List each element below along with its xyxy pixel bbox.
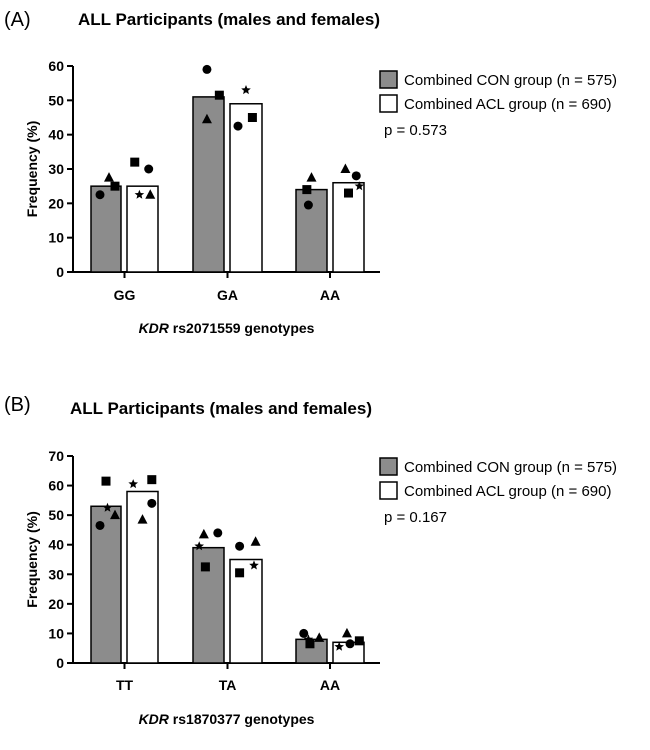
y-tick-label: 10 xyxy=(48,625,64,641)
data-point-circle xyxy=(235,541,245,551)
y-tick-label: 60 xyxy=(48,478,64,494)
data-point-triangle xyxy=(104,172,114,182)
legend-label-con: Combined CON group (n = 575) xyxy=(404,459,617,476)
data-point-star xyxy=(354,181,365,191)
chart-title-b: ALL Participants (males and females) xyxy=(70,399,372,418)
data-point-square xyxy=(302,185,312,195)
chart-title-a: ALL Participants (males and females) xyxy=(78,10,380,29)
data-point-square xyxy=(101,476,111,486)
data-point-triangle xyxy=(137,514,148,524)
y-tick-label: 0 xyxy=(56,264,64,280)
x-axis-label-snp: rs2071559 genotypes xyxy=(169,320,315,336)
y-tick-label: 40 xyxy=(48,537,64,553)
data-point-triangle xyxy=(341,627,352,638)
y-tick-label: 50 xyxy=(48,507,64,523)
p-value-annotation-b: p = 0.167 xyxy=(384,509,447,526)
x-tick-label: AA xyxy=(320,287,340,303)
bar-gg-acl xyxy=(126,185,159,273)
bar-ga-con xyxy=(192,96,225,273)
y-axis-label-a: Frequency (%) xyxy=(24,121,40,217)
legend-swatch-con xyxy=(379,70,398,89)
data-point-star xyxy=(334,641,344,651)
data-point-square xyxy=(344,188,353,198)
data-point-triangle xyxy=(110,509,120,520)
y-tick-label: 30 xyxy=(48,566,64,582)
bar-tt-con xyxy=(90,505,122,664)
data-point-star xyxy=(249,560,259,570)
data-point-square xyxy=(200,562,210,572)
y-tick-label: 70 xyxy=(48,448,64,464)
bar-ga-acl xyxy=(229,103,263,273)
data-point-circle xyxy=(351,171,361,181)
x-axis-label-b: KDR rs1870377 genotypes xyxy=(139,711,315,727)
y-tick-label: 30 xyxy=(48,161,64,177)
data-point-star xyxy=(128,479,138,489)
x-tick-label: TT xyxy=(116,677,134,693)
y-tick-label: 10 xyxy=(48,230,64,246)
x-axis-label-gene: KDR xyxy=(139,711,170,727)
data-point-star xyxy=(303,634,314,644)
data-point-star xyxy=(102,502,113,512)
bar-ta-acl xyxy=(229,558,263,664)
chart-a-svg: (A) ALL Participants (males and females) 0… xyxy=(4,9,617,336)
y-axis-label-b: Frequency (%) xyxy=(24,511,40,607)
data-point-triangle xyxy=(314,632,325,642)
data-point-square xyxy=(354,636,364,646)
legend-label-acl: Combined ACL group (n = 690) xyxy=(404,483,612,500)
y-tick-label: 50 xyxy=(48,92,64,108)
legend-label-con: Combined CON group (n = 575) xyxy=(404,72,617,89)
data-point-circle xyxy=(95,520,105,530)
data-point-circle xyxy=(202,64,212,74)
x-axis-label-snp: rs1870377 genotypes xyxy=(169,711,315,727)
legend-swatch-con xyxy=(379,457,398,476)
legend-label-acl: Combined ACL group (n = 690) xyxy=(404,96,612,113)
data-point-circle xyxy=(345,639,355,649)
panel-label-a: (A) xyxy=(4,9,31,31)
data-point-square xyxy=(110,181,120,191)
chart-panel-b: (B) ALL Participants (males and females) 0… xyxy=(0,386,650,750)
data-point-square xyxy=(147,475,157,485)
x-axis-label-gene: KDR xyxy=(139,320,170,336)
chart-b-svg: (B) ALL Participants (males and females) 0… xyxy=(4,394,617,727)
chart-panel-a: (A) ALL Participants (males and females) 0… xyxy=(0,0,650,364)
y-tick-label: 20 xyxy=(48,195,64,211)
y-tick-label: 20 xyxy=(48,596,64,612)
data-point-square xyxy=(247,113,257,122)
data-point-circle xyxy=(144,164,154,174)
data-point-circle xyxy=(213,528,223,538)
x-tick-label: AA xyxy=(320,677,340,693)
data-point-square xyxy=(130,157,140,167)
data-point-circle xyxy=(303,200,313,210)
panel-label-b: (B) xyxy=(4,394,31,416)
data-point-circle xyxy=(95,190,105,200)
p-value-annotation-a: p = 0.573 xyxy=(384,122,447,139)
data-point-square xyxy=(235,568,245,578)
y-tick-label: 0 xyxy=(56,655,64,671)
y-tick-label: 40 xyxy=(48,127,64,143)
legend-swatch-acl xyxy=(379,481,398,500)
x-axis-label-a: KDR rs2071559 genotypes xyxy=(139,320,315,336)
data-point-triangle xyxy=(250,536,261,546)
data-point-square xyxy=(214,90,224,100)
bar-aa-acl xyxy=(332,181,365,273)
data-point-star xyxy=(241,85,251,95)
data-point-star xyxy=(134,189,145,199)
legend-swatch-acl xyxy=(379,94,398,113)
y-tick-label: 60 xyxy=(48,58,64,74)
data-point-triangle xyxy=(306,172,317,182)
x-tick-label: TA xyxy=(219,677,237,693)
data-point-triangle xyxy=(145,189,156,199)
x-tick-label: GA xyxy=(217,287,238,303)
data-point-circle xyxy=(233,121,243,131)
data-point-triangle xyxy=(201,113,212,124)
data-point-circle xyxy=(147,498,157,508)
bar-gg-con xyxy=(90,185,122,273)
data-point-circle xyxy=(299,628,309,638)
data-point-triangle xyxy=(340,163,351,173)
x-tick-label: GG xyxy=(114,287,136,303)
data-point-triangle xyxy=(198,528,209,539)
data-point-square xyxy=(305,639,315,649)
data-point-star xyxy=(194,541,204,551)
